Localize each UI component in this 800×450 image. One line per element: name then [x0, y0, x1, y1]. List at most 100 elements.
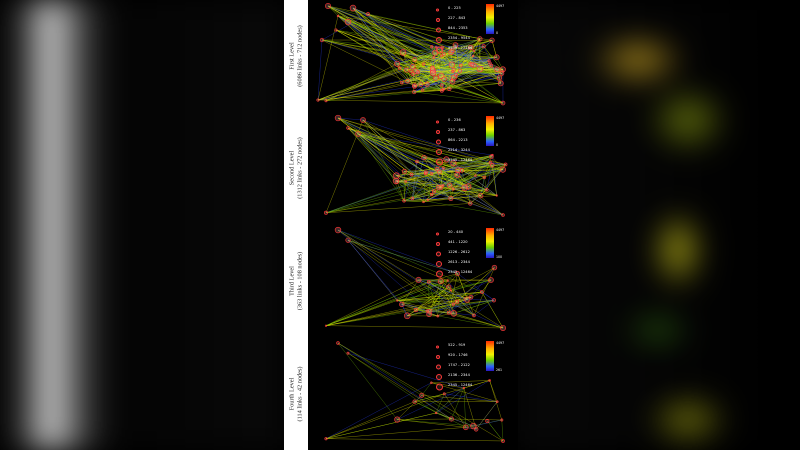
network-node [489, 37, 495, 43]
legend-circle [436, 149, 442, 155]
network-node [442, 87, 446, 91]
network-link [470, 203, 504, 216]
network-node [447, 86, 452, 91]
network-link [362, 119, 451, 199]
network-link [412, 185, 444, 199]
network-link [404, 200, 424, 203]
network-link [397, 387, 464, 420]
network-node [462, 386, 466, 390]
network-node [500, 418, 504, 422]
network-link [418, 279, 450, 313]
network-node [446, 279, 449, 282]
network-node [413, 308, 418, 313]
network-node [449, 78, 456, 85]
network-node [489, 154, 494, 159]
network-link [352, 7, 436, 53]
network-node [422, 62, 426, 66]
network-link [431, 189, 487, 195]
network-link [463, 387, 466, 428]
network-link [327, 5, 339, 17]
network-link [484, 177, 487, 190]
panel-fourth-level: Fourth Level (114 links - 42 nodes) 522 … [284, 337, 518, 450]
link-weight-colorbar [486, 4, 494, 34]
network-node [426, 311, 432, 318]
network-link [401, 279, 419, 305]
network-link [337, 342, 452, 420]
legend-range: 0 - 236 [448, 118, 461, 122]
network-link [451, 52, 473, 65]
network-node [461, 184, 469, 192]
network-node [334, 28, 338, 32]
network-node [500, 100, 506, 106]
network-link [428, 281, 475, 316]
network-node [449, 48, 455, 54]
panel-label-cell: Fourth Level (114 links - 42 nodes) [284, 337, 308, 450]
network-link [483, 46, 504, 72]
panel-label: Second Level (1312 links - 272 nodes) [289, 137, 304, 199]
network-node [488, 160, 493, 165]
network-node [451, 69, 455, 73]
network-graph [316, 2, 506, 106]
network-link [436, 412, 452, 420]
network-node [409, 69, 413, 74]
network-node [430, 45, 434, 49]
network-node [501, 213, 505, 217]
network-link [414, 89, 443, 93]
network-link [327, 5, 433, 68]
network-link [414, 91, 504, 104]
network-link [432, 68, 503, 70]
network-node [448, 196, 454, 202]
network-graph [324, 226, 507, 331]
network-node [479, 290, 484, 294]
network-link [325, 300, 398, 326]
link-weight-colorbar [486, 116, 494, 146]
network-node [476, 65, 484, 73]
network-node [415, 159, 419, 164]
network-link [411, 174, 469, 187]
panel-label: First Level (6086 links - 712 nodes) [289, 25, 304, 87]
network-link [325, 280, 448, 326]
network-node [393, 172, 400, 179]
network-link [453, 68, 480, 78]
network-link [347, 352, 437, 414]
level-stats: (114 links - 42 nodes) [296, 365, 303, 422]
legend-range: 522 - 919 [448, 343, 466, 347]
network-node [396, 299, 399, 302]
network-link [347, 240, 402, 305]
network-node [412, 89, 417, 95]
level-stats: (6086 links - 712 nodes) [296, 25, 303, 87]
legend-range: 237 - 863 [448, 128, 466, 132]
network-node [401, 168, 407, 174]
network-link [453, 313, 504, 329]
network-link [357, 133, 397, 182]
network-node [491, 264, 498, 271]
network-link [473, 64, 481, 70]
level-stats: (1312 links - 272 nodes) [296, 137, 303, 199]
network-link [451, 418, 502, 421]
node-size-legend: 522 - 919 920 - 1746 1747 - 2122 2136 - … [436, 342, 484, 392]
network-link [453, 163, 497, 196]
network-link [347, 127, 424, 203]
network-link [411, 173, 426, 175]
legend-range: 20 - 440 [448, 230, 464, 234]
network-node [399, 49, 407, 56]
network-link [435, 46, 484, 79]
network-node [336, 341, 340, 345]
network-link [432, 50, 474, 68]
network-node [441, 52, 446, 56]
network-node [440, 54, 443, 58]
network-link [357, 133, 405, 201]
network-link [440, 281, 454, 314]
network-link [352, 7, 501, 84]
network-link [337, 117, 425, 158]
network-link [501, 419, 504, 441]
network-node [447, 182, 453, 188]
network-link [396, 156, 492, 176]
legend-circle [436, 37, 442, 43]
network-link [414, 393, 445, 402]
network-link [337, 15, 445, 80]
network-link [440, 281, 468, 300]
network-node [336, 14, 340, 18]
network-link [448, 299, 468, 313]
network-link [492, 155, 497, 196]
